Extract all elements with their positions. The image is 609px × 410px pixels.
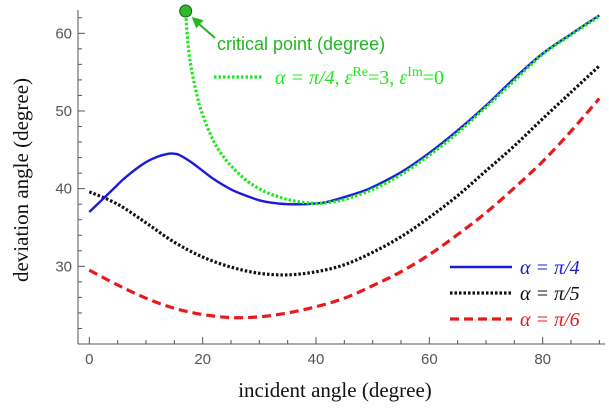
y-tick-label: 30 [55, 258, 72, 275]
series-alpha-pi-5 [88, 64, 601, 277]
x-tick-label: 60 [421, 351, 438, 368]
x-axis-title: incident angle (degree) [238, 378, 432, 402]
x-tick-label: 40 [308, 351, 325, 368]
annotation: critical point (degree) [179, 4, 385, 54]
y-tick-label: 50 [55, 103, 72, 120]
y-tick-label: 60 [55, 25, 72, 42]
legends: α = π/4, εRe=3, εIm=0 α = π/4 α = π/5 α = π… [214, 65, 580, 331]
annotation-label: critical point (degree) [217, 34, 385, 54]
annotation-arrow [196, 21, 216, 39]
series-lines [88, 13, 601, 320]
axes [77, 10, 605, 345]
y-tick-label: 40 [55, 181, 72, 198]
y-axis-title: deviation angle (degree) [9, 78, 33, 282]
top-legend-label: α = π/4, εRe=3, εIm=0 [275, 65, 444, 89]
series-alpha-pi-4 [88, 14, 600, 213]
x-tick-label: 20 [194, 351, 211, 368]
legend-item-pi-5-label: α = π/5 [520, 283, 580, 305]
series-alpha-pi-4-eps [184, 13, 601, 206]
x-tick-label: 0 [85, 351, 93, 368]
x-tick-label: 80 [534, 351, 551, 368]
series-alpha-pi-6 [88, 97, 601, 320]
legend-item-pi-4-label: α = π/4 [520, 257, 580, 279]
ticks: 0 20 40 60 80 30 40 50 60 [55, 17, 600, 368]
legend-item-pi-6-label: α = π/6 [520, 309, 580, 331]
critical-point-marker [179, 4, 193, 18]
annotation-arrowhead [191, 17, 204, 29]
